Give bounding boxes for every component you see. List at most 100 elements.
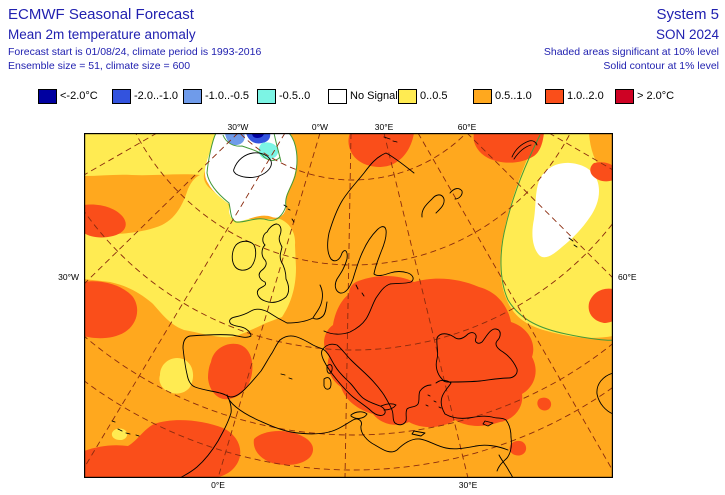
shade-neg1.0-0.5-north-of-iceland (225, 133, 245, 146)
coast-svalbard (383, 136, 398, 143)
shade-1.0-2.0-arctic-west (348, 133, 414, 167)
legend-item: <-2.0°C (38, 88, 98, 104)
anomaly-shading (84, 133, 613, 478)
product-subtitle: Mean 2m temperature anomaly (8, 27, 196, 42)
system-label: System 5 (656, 6, 719, 23)
legend-item: -1.0..-0.5 (183, 88, 249, 104)
coast-africa-atlantic (179, 394, 232, 478)
legend-swatch (398, 88, 417, 104)
legend-label: <-2.0°C (60, 90, 98, 102)
legend-swatch (38, 88, 57, 104)
legend-item: 0.5..1.0 (473, 88, 532, 104)
forecast-info: Forecast start is 01/08/24, climate peri… (8, 46, 262, 58)
shade-nosignal-russia (532, 162, 600, 258)
legend-item: 0..0.5 (398, 88, 448, 104)
coast-adriatic-east (322, 343, 393, 411)
coast-scandinavia-baltic (323, 152, 415, 335)
lon-tick-top: 0°W (311, 122, 329, 132)
legend-label: 0..0.5 (420, 90, 448, 102)
shade-1.0-2.0-atlantic-blob1 (84, 204, 126, 238)
shade-1.0-2.0-east-edge (588, 288, 613, 323)
legend-swatch (112, 88, 131, 104)
coast-ireland (231, 240, 257, 271)
shade-neg2.0-1.0-north-of-iceland (246, 133, 271, 144)
coast-faroe-shetland (283, 204, 295, 223)
legend-label: 0.5..1.0 (495, 90, 532, 102)
lon-tick-bottom: 30°E (458, 480, 478, 490)
colorbar-legend: <-2.0°C -2.0..-1.0 -1.0..-0.5 -0.5..0 No… (0, 88, 725, 106)
coast-caspian (596, 372, 613, 415)
coast-italy (321, 348, 386, 416)
legend-label: No Signal (350, 90, 398, 102)
coast-sinai-redsea (498, 454, 514, 478)
coast-italy-heel (380, 403, 397, 411)
coast-iceland (233, 152, 272, 178)
significance-note-shaded: Shaded areas significant at 10% level (543, 46, 719, 58)
coast-sardinia (323, 377, 332, 390)
legend-swatch (615, 88, 634, 104)
map-border (84, 133, 613, 478)
shade-neg0.5-0 (258, 142, 279, 160)
legend-swatch (328, 88, 347, 104)
legend-swatch (473, 88, 492, 104)
graticule (84, 133, 613, 478)
lon-tick-left: 30°W (58, 272, 79, 282)
lon-tick-top: 60°E (457, 122, 477, 132)
legend-item: 1.0..2.0 (545, 88, 604, 104)
shade-0-0.5-madeira (111, 428, 128, 440)
legend-item: No Signal (328, 88, 398, 104)
legend-label: 1.0..2.0 (567, 90, 604, 102)
legend-swatch (257, 88, 276, 104)
coast-aegean-islands (425, 394, 442, 409)
shade-1.0-2.0-northeast-corner (590, 162, 613, 182)
green-significance-contours (206, 133, 613, 341)
coast-corsica (326, 364, 333, 374)
coast-novaya-zemlya (511, 140, 538, 160)
legend-label: > 2.0°C (637, 90, 675, 102)
coastlines (111, 136, 613, 478)
shade-0-0.5-west-of-portugal (159, 357, 194, 394)
shade-1.0-2.0-levant (509, 440, 527, 456)
lon-tick-bottom: 0°E (211, 480, 225, 490)
shade-1.0-2.0-ne-spain (208, 343, 253, 400)
legend-item: > 2.0°C (615, 88, 674, 104)
coast-canaries-madeira (111, 420, 140, 437)
coast-crete (411, 430, 426, 437)
shade-1.0-2.0-atlantic-blob2 (84, 281, 138, 339)
coast-balearics (280, 373, 293, 380)
shade-1.0-2.0-balkans-blacksea (324, 276, 536, 428)
legend-swatch (545, 88, 564, 104)
coast-white-sea (421, 194, 445, 218)
coast-south-france (279, 335, 324, 350)
map-svg (84, 133, 613, 478)
shade-1.0-2.0-algeria (253, 431, 314, 465)
coast-black-sea (435, 328, 518, 383)
significance-note-contour: Solid contour at 1% level (603, 60, 719, 72)
legend-item: -2.0..-1.0 (112, 88, 178, 104)
coast-gotland (355, 284, 365, 297)
coast-sicily (350, 411, 368, 419)
coast-anatolia (435, 379, 512, 438)
season-label: SON 2024 (655, 27, 719, 42)
shade-1.0-2.0-arctic-east (473, 133, 544, 163)
legend-label: -1.0..-0.5 (205, 90, 250, 102)
shade-0-0.5-atlantic-uk (84, 133, 296, 338)
lon-tick-top: 30°E (374, 122, 394, 132)
legend-label: -0.5..0 (279, 90, 311, 102)
coast-north-africa (226, 394, 509, 453)
lon-tick-top: 30°W (227, 122, 249, 132)
header-left: ECMWF Seasonal Forecast Mean 2m temperat… (8, 4, 261, 73)
lon-tick-right: 60°E (618, 272, 637, 282)
coast-great-britain (256, 223, 290, 303)
legend-label: -2.0..-1.0 (134, 90, 179, 102)
product-title: ECMWF Seasonal Forecast (8, 6, 194, 23)
legend-swatch (183, 88, 202, 104)
coast-greece (391, 384, 432, 426)
shade-below-neg2.0 (252, 133, 264, 138)
legend-item: -0.5..0 (257, 88, 310, 104)
coast-kanin (449, 188, 463, 200)
coast-ural-marks (568, 237, 578, 248)
coast-levant (496, 436, 512, 472)
shade-1.0-2.0-dot-east (537, 397, 552, 411)
